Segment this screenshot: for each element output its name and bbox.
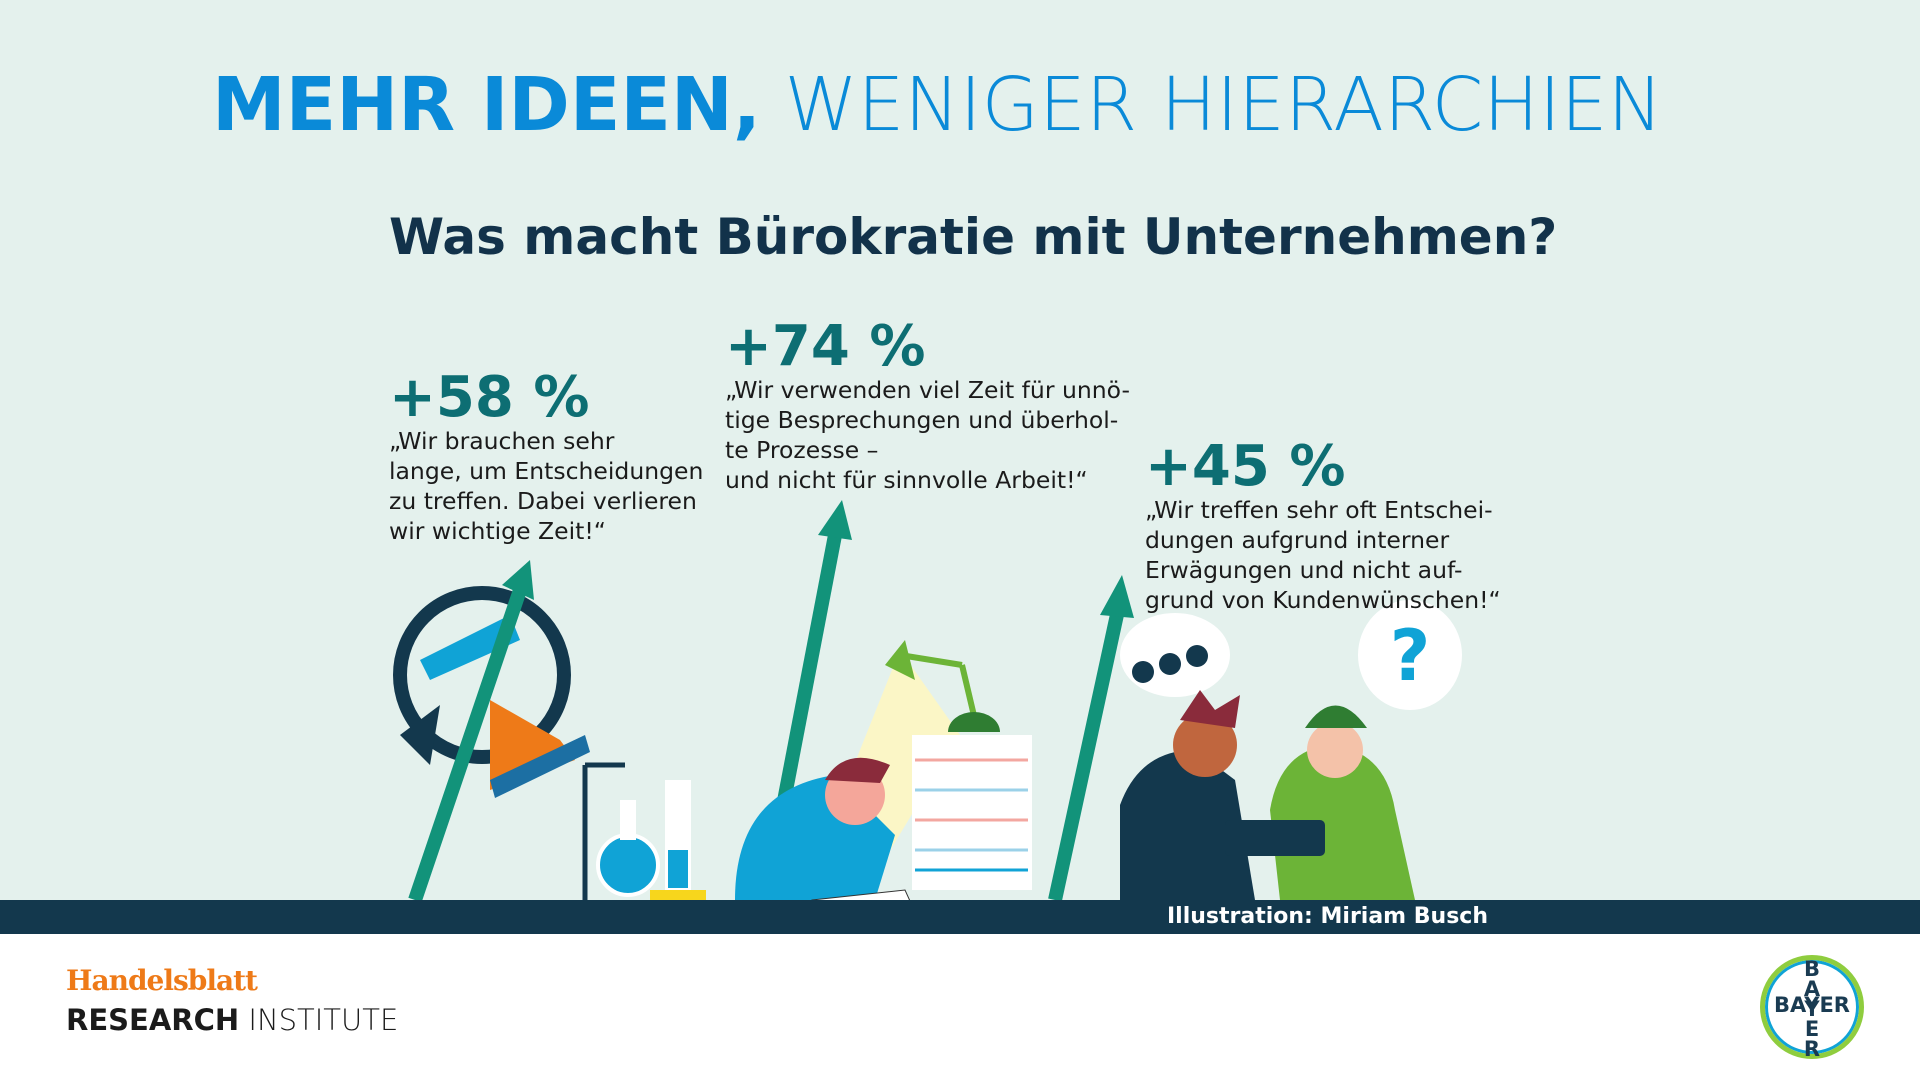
- dot: [1132, 661, 1154, 683]
- stat-quote-line: zu treffen. Dabei verlieren: [389, 487, 697, 515]
- stat-quote-line: wir wichtige Zeit!“: [389, 517, 606, 545]
- question: Was macht Bürokratie mit Unternehmen?: [389, 208, 1558, 266]
- stat-quote-line: tige Besprechungen und überhol-: [725, 406, 1119, 434]
- hourglass-top: [420, 615, 520, 680]
- lamp-arm: [899, 652, 963, 668]
- stat-quote-line: lange, um Entscheidungen: [389, 457, 704, 485]
- paper-lines: [915, 758, 1028, 872]
- institute-light: INSTITUTE: [248, 1003, 399, 1037]
- arrow-1: [408, 587, 527, 903]
- lamp-arm-2: [959, 664, 978, 721]
- footer: [0, 934, 1920, 1080]
- stat-quote-line: „Wir treffen sehr oft Entschei-: [1145, 496, 1493, 524]
- stat: +74 % „Wir verwenden viel Zeit für unnö-t…: [725, 319, 1130, 495]
- footer-bar: [0, 900, 1920, 934]
- logo-horizontal: BAYER: [1774, 993, 1850, 1017]
- person-2-head: [1173, 713, 1237, 777]
- illustrations: ?: [393, 500, 1462, 919]
- arrow-3: [1048, 608, 1125, 902]
- dot: [1159, 653, 1181, 675]
- clock-ring: [393, 586, 571, 764]
- lamp-base: [948, 712, 1000, 732]
- person-2: [1120, 750, 1255, 900]
- person-3: [1270, 745, 1415, 900]
- person-2-hair: [1180, 690, 1240, 728]
- paper-stack: [912, 735, 1032, 890]
- stat: +45 % „Wir treffen sehr oft Entschei-dung…: [1145, 439, 1501, 615]
- person-3-head: [1307, 722, 1363, 778]
- logo: [1760, 955, 1864, 1059]
- flask: [596, 833, 660, 897]
- cylinder-liquid: [668, 850, 688, 888]
- person-1-hair: [825, 757, 890, 783]
- arrow-1-head: [502, 560, 534, 600]
- institute-bold: RESEARCH: [66, 1003, 240, 1037]
- stat-value: +74 %: [725, 314, 926, 379]
- stat-quote-line: „Wir verwenden viel Zeit für unnö-: [725, 376, 1130, 404]
- dot: [1186, 645, 1208, 667]
- stat-value: +45 %: [1145, 434, 1346, 499]
- stat-quote-line: te Prozesse –: [725, 436, 879, 464]
- lamp: [885, 640, 915, 680]
- institute: RESEARCH INSTITUTE: [66, 1003, 398, 1037]
- flask-neck: [620, 800, 636, 840]
- person-3-hat: [1305, 705, 1367, 728]
- stat-quote-line: „Wir brauchen sehr: [389, 427, 615, 455]
- clock-arrow: [400, 705, 440, 765]
- arrow-3-head: [1100, 575, 1134, 618]
- logo-vertical: BAYER: [1800, 957, 1824, 1057]
- question-mark: ?: [1390, 615, 1431, 697]
- credit: Illustration: Miriam Busch: [1166, 904, 1488, 929]
- brand: Handelsblatt: [66, 964, 258, 997]
- thought-bubble: [1358, 600, 1462, 710]
- stat-quote-line: und nicht für sinnvolle Arbeit!“: [725, 466, 1088, 494]
- title-bold: MEHR IDEEN,: [212, 62, 761, 148]
- stat-quote-line: Erwägungen und nicht auf-: [1145, 556, 1463, 584]
- arrow-2-head: [818, 500, 852, 540]
- tablet: [1225, 820, 1325, 856]
- stat-quote-line: grund von Kundenwünschen!“: [1145, 586, 1501, 614]
- hourglass-bottom: [490, 735, 590, 798]
- title: MEHR IDEEN, WENIGER HIERARCHIEN: [212, 62, 1663, 148]
- stat-value: +58 %: [389, 365, 590, 430]
- stat: +58 % „Wir brauchen sehr lange, um Entsche…: [389, 370, 703, 546]
- title-light: WENIGER HIERARCHIEN: [784, 62, 1663, 148]
- stat-quote-line: dungen aufgrund interner: [1145, 526, 1450, 554]
